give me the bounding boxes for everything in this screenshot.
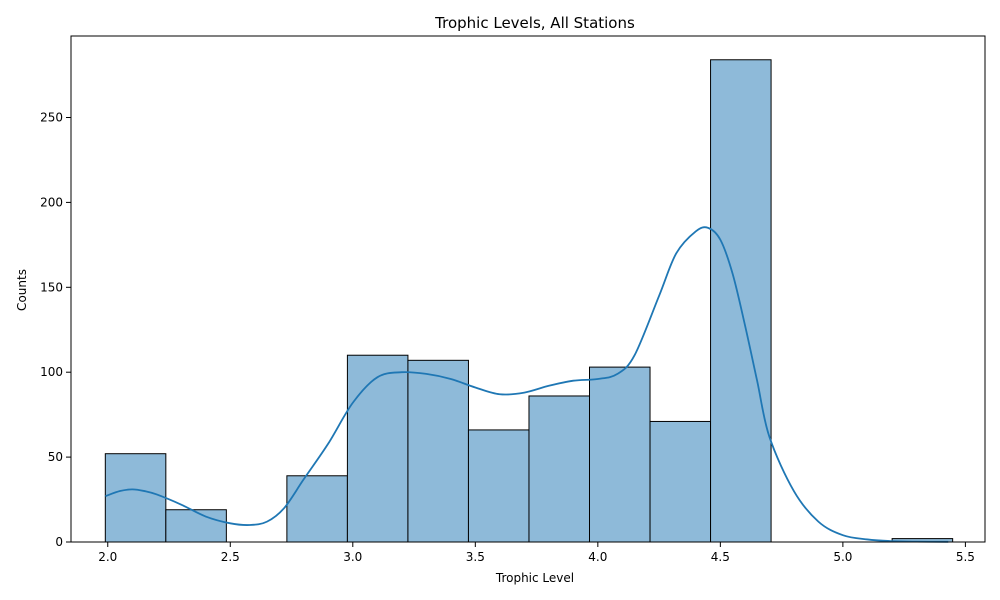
- histogram-bar: [346, 354, 409, 543]
- histogram-bar: [104, 453, 167, 543]
- histogram-bar: [467, 429, 530, 543]
- y-tick-label: 200: [40, 195, 63, 209]
- y-tick-label: 0: [55, 535, 63, 549]
- x-axis-label: Trophic Level: [495, 571, 574, 585]
- y-tick-label: 50: [48, 450, 63, 464]
- x-tick-label: 3.0: [343, 550, 362, 564]
- x-tick-label: 4.0: [588, 550, 607, 564]
- histogram-bar: [649, 420, 712, 543]
- x-tick-label: 2.5: [221, 550, 240, 564]
- y-tick-label: 250: [40, 111, 63, 125]
- x-tick-label: 5.5: [956, 550, 975, 564]
- x-tick-label: 4.5: [711, 550, 730, 564]
- x-tick-label: 5.0: [833, 550, 852, 564]
- histogram-bar: [286, 475, 348, 543]
- histogram-bar: [528, 395, 591, 543]
- histogram-bar: [589, 366, 651, 543]
- x-axis-ticks: 2.0 2.5 3.0 3.5 4.0 4.5 5.0 5.5: [98, 542, 975, 564]
- y-axis-ticks: 0 50 100 150 200 250: [40, 111, 71, 549]
- y-axis-label: Counts: [15, 269, 29, 311]
- x-tick-label: 2.0: [98, 550, 117, 564]
- y-tick-label: 150: [40, 280, 63, 294]
- y-tick-label: 100: [40, 365, 63, 379]
- chart-title: Trophic Levels, All Stations: [434, 14, 635, 32]
- kde-curve: [105, 226, 949, 543]
- x-tick-label: 3.5: [466, 550, 485, 564]
- histogram-bar: [407, 359, 469, 543]
- histogram-bar: [165, 509, 227, 543]
- histogram-bar: [710, 59, 772, 543]
- plot-frame: [70, 35, 986, 543]
- histogram-bars: [104, 59, 954, 543]
